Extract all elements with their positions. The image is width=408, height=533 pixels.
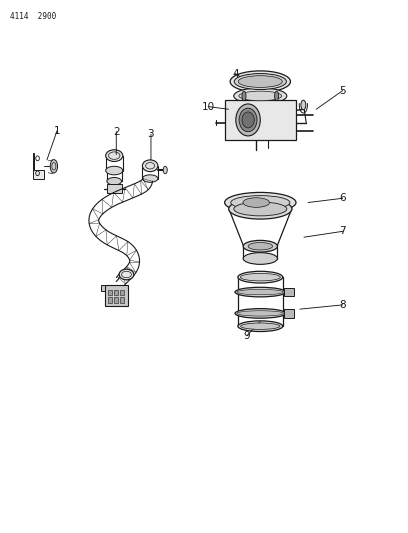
Bar [108,297,112,303]
Ellipse shape [234,202,287,216]
Ellipse shape [142,160,158,172]
Text: 7: 7 [339,227,346,236]
Ellipse shape [243,198,269,207]
Ellipse shape [236,104,260,136]
Polygon shape [107,184,122,193]
Bar [284,309,294,318]
Ellipse shape [301,100,306,110]
Ellipse shape [241,323,280,329]
Ellipse shape [235,287,286,297]
Ellipse shape [231,196,290,209]
Ellipse shape [239,91,282,101]
Bar [114,297,118,303]
Ellipse shape [225,192,296,213]
Text: 4114  2900: 4114 2900 [10,12,56,21]
Ellipse shape [106,166,123,175]
Text: 5: 5 [339,86,346,95]
Polygon shape [33,153,44,179]
Ellipse shape [240,273,280,281]
Ellipse shape [243,240,277,252]
Bar [224,100,296,140]
Ellipse shape [107,177,122,185]
Ellipse shape [248,243,273,250]
Text: 10: 10 [202,102,215,111]
Bar [105,285,128,306]
Text: 1: 1 [54,126,60,135]
Bar [120,297,124,303]
Ellipse shape [234,88,287,104]
Ellipse shape [239,108,257,132]
Bar [284,288,294,296]
Ellipse shape [50,160,58,173]
Ellipse shape [237,311,284,316]
Text: 4: 4 [232,69,239,78]
Ellipse shape [238,76,282,87]
Polygon shape [101,285,105,291]
Ellipse shape [235,309,286,318]
Ellipse shape [234,74,286,90]
Text: 9: 9 [244,331,250,341]
Bar [120,290,124,295]
Ellipse shape [163,166,167,174]
Ellipse shape [142,175,158,182]
Ellipse shape [243,253,277,264]
Ellipse shape [238,321,283,332]
Ellipse shape [275,91,279,101]
Ellipse shape [228,199,292,219]
Text: 2: 2 [113,127,120,136]
Ellipse shape [242,112,254,128]
Ellipse shape [106,150,123,161]
Ellipse shape [119,269,134,280]
Ellipse shape [242,91,246,101]
Ellipse shape [230,71,290,92]
Ellipse shape [237,289,284,295]
Ellipse shape [238,271,283,283]
Text: 6: 6 [339,193,346,203]
Text: 3: 3 [148,130,154,139]
Bar [114,290,118,295]
Text: 8: 8 [339,300,346,310]
Bar [108,290,112,295]
